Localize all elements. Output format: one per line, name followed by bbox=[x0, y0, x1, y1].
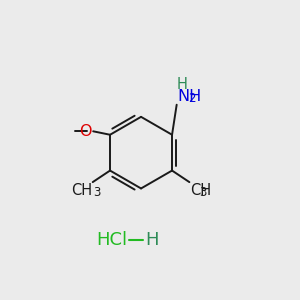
Text: 3: 3 bbox=[93, 186, 100, 199]
Text: 3: 3 bbox=[199, 186, 206, 199]
Text: 2: 2 bbox=[188, 92, 195, 105]
Text: HCl: HCl bbox=[96, 231, 127, 249]
Text: CH: CH bbox=[71, 183, 92, 198]
Text: H: H bbox=[145, 231, 159, 249]
Text: H: H bbox=[176, 77, 188, 92]
Text: CH: CH bbox=[190, 183, 211, 198]
Text: O: O bbox=[79, 124, 92, 139]
Text: NH: NH bbox=[178, 88, 202, 104]
